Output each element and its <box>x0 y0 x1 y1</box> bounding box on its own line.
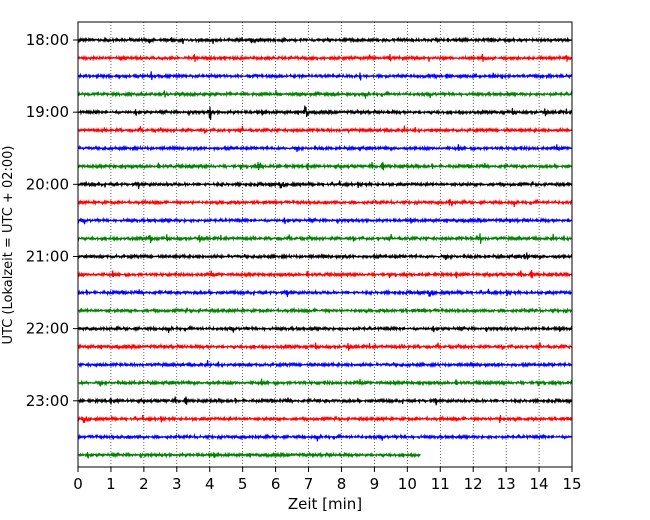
seismic-trace <box>77 53 573 62</box>
x-tick-label: 6 <box>271 475 281 493</box>
x-tick-label: 4 <box>205 475 215 493</box>
x-tick-label: 10 <box>398 475 417 493</box>
x-tick-label: 8 <box>337 475 347 493</box>
seismic-trace <box>77 451 421 459</box>
x-tick-label: 9 <box>370 475 380 493</box>
trace-group <box>77 36 573 459</box>
x-tick-label: 7 <box>304 475 314 493</box>
x-tick-label: 0 <box>73 475 83 493</box>
seismic-trace <box>77 125 573 135</box>
seismic-trace <box>77 144 573 152</box>
seismic-trace <box>77 270 573 279</box>
seismic-trace <box>77 359 573 369</box>
y-tick-label: 22:00 <box>26 320 69 338</box>
seismic-trace <box>77 216 573 225</box>
seismic-trace <box>77 198 573 207</box>
seismic-trace <box>77 89 573 99</box>
y-tick-label: 19:00 <box>26 103 69 121</box>
seismic-trace <box>77 161 573 171</box>
x-tick-label: 14 <box>530 475 549 493</box>
x-tick-label: 15 <box>562 475 581 493</box>
seismic-trace <box>77 433 573 442</box>
y-tick-label: 20:00 <box>26 175 69 193</box>
seismic-trace <box>77 105 573 121</box>
grid-lines <box>110 22 540 467</box>
x-tick-label: 11 <box>431 475 450 493</box>
plot-frame <box>77 21 573 468</box>
x-axis-label: Zeit [min] <box>288 495 362 513</box>
seismic-trace <box>77 71 573 81</box>
seismic-trace <box>77 306 573 315</box>
seismic-trace <box>77 414 573 423</box>
y-tick-label: 18:00 <box>26 31 69 49</box>
seismic-trace <box>77 342 573 351</box>
x-tick-label: 2 <box>139 475 149 493</box>
y-tick-label: 23:00 <box>26 392 69 410</box>
x-tick-label: 13 <box>497 475 516 493</box>
seismic-trace <box>77 233 572 244</box>
y-axis: 18:00 19:00 20:00 21:00 22:00 23:00 <box>26 31 78 410</box>
seismic-trace <box>77 180 573 189</box>
y-tick-label: 21:00 <box>26 247 69 265</box>
seismic-trace <box>77 378 573 387</box>
x-tick-label: 3 <box>172 475 182 493</box>
seismic-trace <box>77 36 572 45</box>
seismic-trace <box>77 288 573 298</box>
y-axis-label: UTC (Lokalzeit = UTC + 02:00) <box>1 146 16 345</box>
x-tick-label: 5 <box>238 475 248 493</box>
x-tick-label: 12 <box>464 475 483 493</box>
seismic-trace <box>77 324 573 334</box>
seismic-trace <box>77 252 573 261</box>
x-tick-label: 1 <box>106 475 116 493</box>
x-axis: 0 1 2 3 4 5 6 7 8 9 10 11 12 13 14 15 <box>73 467 582 493</box>
seismic-trace <box>77 396 573 406</box>
